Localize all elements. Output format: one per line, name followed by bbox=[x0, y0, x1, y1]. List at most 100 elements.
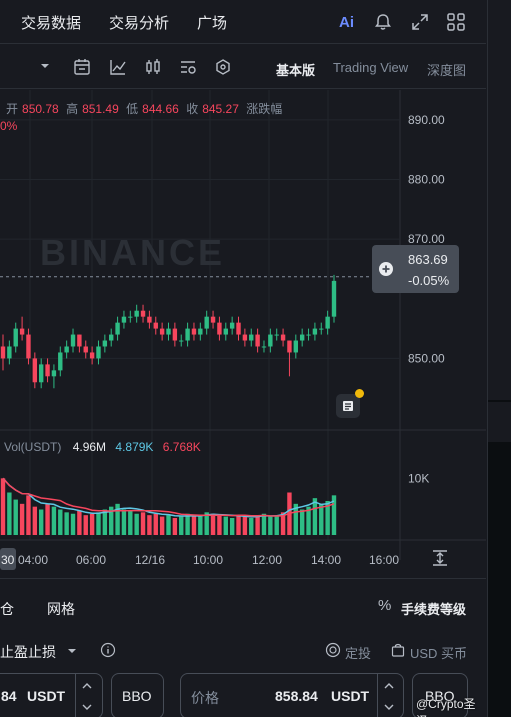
expand-icon[interactable] bbox=[410, 12, 430, 32]
price-chart-area[interactable]: 890.00 880.00 870.00 850.00 BINANCE 10K 30 04:0… bbox=[0, 90, 486, 578]
info-icon[interactable] bbox=[100, 642, 116, 658]
indicator-settings-icon[interactable] bbox=[178, 57, 198, 77]
candle-body bbox=[51, 370, 57, 377]
price-input[interactable]: 价格 858.84 USDT bbox=[180, 673, 404, 717]
price-value: 858.84 bbox=[275, 688, 318, 704]
candle-body bbox=[268, 334, 273, 347]
view-depth[interactable]: 深度图 bbox=[427, 63, 467, 78]
candle-body bbox=[236, 322, 241, 335]
close-label: 收 bbox=[186, 102, 199, 116]
candle-body bbox=[26, 334, 31, 359]
candle-body bbox=[179, 340, 184, 342]
tpsl-dropdown[interactable]: 止盈止损 bbox=[0, 644, 56, 660]
hexagon-icon[interactable] bbox=[213, 57, 233, 77]
tab-position[interactable]: 仓 bbox=[0, 601, 14, 617]
fee-tier-link[interactable]: 手续费等级 bbox=[401, 602, 467, 617]
candle-body bbox=[89, 352, 95, 359]
right-panel-mid bbox=[488, 402, 511, 442]
volume-bar bbox=[134, 513, 139, 535]
volume-bar bbox=[261, 513, 267, 535]
volume-bar bbox=[89, 513, 95, 535]
candle-body bbox=[274, 334, 279, 336]
volume-bar bbox=[249, 518, 254, 535]
candle-body bbox=[147, 316, 152, 323]
volume-bar bbox=[121, 509, 127, 535]
candle-body bbox=[77, 334, 82, 347]
caret-down-icon[interactable] bbox=[38, 59, 52, 73]
auto-invest-link[interactable]: 定投 bbox=[345, 646, 372, 661]
line-chart-icon[interactable] bbox=[108, 57, 128, 77]
tab-square[interactable]: 广场 bbox=[197, 15, 228, 32]
time-tick: 04:00 bbox=[18, 553, 48, 567]
bbo-button[interactable]: BBO bbox=[111, 673, 164, 717]
decrement-icon[interactable] bbox=[383, 701, 395, 713]
candle-body bbox=[121, 316, 127, 323]
apps-grid-icon[interactable] bbox=[446, 12, 466, 32]
stepper-divider bbox=[75, 674, 76, 717]
candlestick-chart[interactable]: 890.00 880.00 870.00 850.00 BINANCE 10K 30 04:0… bbox=[0, 90, 486, 578]
volume-bar bbox=[159, 516, 165, 535]
high-label: 高 bbox=[66, 102, 79, 116]
candle-body bbox=[185, 328, 190, 341]
candle-body bbox=[242, 334, 248, 341]
binance-watermark: BINANCE bbox=[40, 232, 225, 273]
increment-icon[interactable] bbox=[383, 680, 395, 692]
axis-fit-icon[interactable] bbox=[430, 548, 450, 568]
view-basic[interactable]: 基本版 bbox=[276, 63, 316, 78]
bag-icon[interactable] bbox=[390, 642, 406, 658]
floating-widget[interactable] bbox=[336, 389, 364, 418]
tab-trading-data[interactable]: 交易数据 bbox=[21, 15, 82, 32]
volume-bar bbox=[204, 512, 209, 535]
volume-bar bbox=[7, 492, 12, 535]
volume-bar bbox=[64, 512, 69, 535]
volume-bar bbox=[83, 515, 88, 535]
auto-invest-icon[interactable] bbox=[325, 642, 341, 658]
calendar-interval-icon[interactable] bbox=[72, 57, 92, 77]
volume-tick: 10K bbox=[408, 471, 429, 485]
time-cursor-label: 30 bbox=[1, 553, 15, 567]
candle-body bbox=[13, 328, 18, 347]
bbo-label-2: BBO bbox=[425, 688, 455, 704]
increment-icon[interactable] bbox=[81, 680, 93, 692]
volume-bar bbox=[229, 518, 235, 535]
view-tradingview[interactable]: Trading View bbox=[333, 60, 409, 75]
candle-body bbox=[312, 328, 318, 335]
candle-body bbox=[64, 346, 69, 353]
volume-bar bbox=[179, 516, 184, 535]
tab-trading-analysis[interactable]: 交易分析 bbox=[109, 15, 170, 32]
volume-bar bbox=[32, 506, 38, 535]
volume-bar bbox=[223, 516, 228, 535]
close-value: 845.27 bbox=[202, 102, 239, 116]
candle-body bbox=[7, 346, 12, 359]
bbo-button-2[interactable]: BBO bbox=[412, 673, 468, 717]
amount-input[interactable]: 84 USDT bbox=[0, 673, 103, 717]
tab-grid[interactable]: 网格 bbox=[47, 601, 75, 617]
bell-icon[interactable] bbox=[373, 12, 393, 32]
volume-bar bbox=[191, 515, 197, 535]
ai-icon[interactable]: Ai bbox=[339, 14, 354, 31]
volume-bar bbox=[70, 513, 76, 535]
volume-bar bbox=[210, 513, 216, 535]
volume-bar bbox=[147, 515, 152, 535]
chart-toolbar: 基本版 Trading View 深度图 bbox=[0, 45, 486, 89]
current-price-tag[interactable]: 863.69 -0.05% bbox=[372, 245, 459, 293]
time-tick: 16:00 bbox=[369, 553, 399, 567]
decrement-icon[interactable] bbox=[81, 701, 93, 713]
candle-body bbox=[153, 322, 158, 329]
candlestick-icon[interactable] bbox=[143, 57, 163, 77]
time-tick: 10:00 bbox=[193, 553, 223, 567]
volume-bar bbox=[45, 503, 50, 535]
volume-bar bbox=[306, 506, 311, 535]
caret-down-icon[interactable] bbox=[66, 645, 78, 657]
candle-body bbox=[319, 328, 324, 330]
plus-circle-icon[interactable] bbox=[378, 261, 394, 277]
low-label: 低 bbox=[126, 102, 139, 116]
amount-unit: USDT bbox=[27, 688, 66, 704]
current-price: 863.69 bbox=[408, 252, 448, 267]
right-orderbook-panel bbox=[487, 0, 511, 717]
usd-buy-link[interactable]: USD 买币 bbox=[410, 646, 468, 661]
candle-body bbox=[140, 310, 146, 317]
candle-body bbox=[293, 340, 299, 353]
volume-bar bbox=[274, 515, 279, 535]
price-label: 价格 bbox=[191, 690, 219, 706]
